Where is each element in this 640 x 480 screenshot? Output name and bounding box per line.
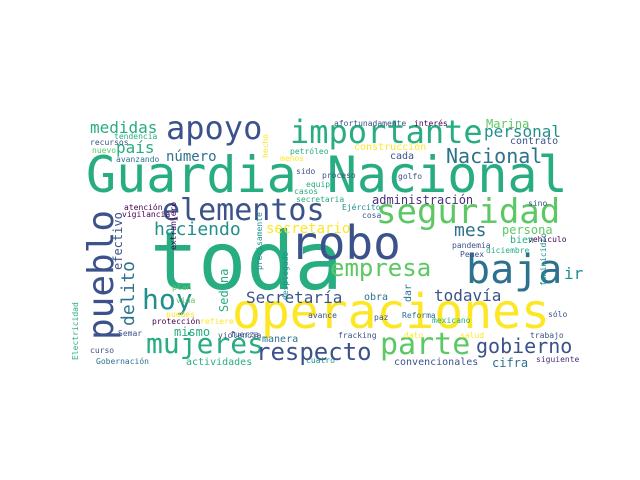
- word-interés: interés: [414, 119, 448, 128]
- word-hecho: hecho: [261, 133, 270, 158]
- word-respecto: respecto: [256, 338, 372, 366]
- word-refiere: refiere: [200, 317, 234, 326]
- word-obra: obra: [364, 292, 389, 303]
- word-sido: sido: [296, 167, 316, 176]
- word-siguiente: siguiente: [536, 355, 580, 364]
- word-equipo: equipo: [306, 180, 335, 189]
- word-sino: sino: [528, 199, 548, 208]
- word-sedena: Sedena: [217, 268, 231, 312]
- word-golfo: golfo: [398, 172, 423, 181]
- word-operaciones: operaciones: [232, 284, 550, 340]
- word-desplegado: desplegado: [281, 251, 290, 300]
- word-feminicidio: feminicidio: [539, 233, 548, 286]
- word-diciembre: diciembre: [486, 246, 530, 255]
- word-apoyo: apoyo: [166, 109, 263, 147]
- word-pandemia: pandemia: [452, 241, 491, 250]
- word-número: número: [166, 149, 217, 165]
- word-bien: bien: [510, 235, 535, 246]
- word-avance: avance: [308, 311, 337, 320]
- word-delito: delito: [118, 260, 139, 326]
- word-vehículo: vehículo: [528, 235, 567, 244]
- word-dato: dato: [404, 331, 424, 340]
- word-avanzando: avanzando: [116, 155, 160, 164]
- word-construcción: construcción: [354, 142, 427, 153]
- word-cifra: cifra: [492, 356, 529, 370]
- word-hoy: hoy: [142, 283, 193, 316]
- word-mujeres: mujeres: [146, 327, 265, 360]
- word-administración: administración: [372, 193, 474, 207]
- word-país: país: [116, 138, 155, 157]
- word-robo: robo: [290, 216, 401, 270]
- word-secretaria: secretaria: [296, 195, 345, 204]
- word-personal: personal: [484, 122, 562, 141]
- word-nuevo: nuevo: [92, 146, 117, 155]
- word-cosa: cosa: [362, 211, 382, 220]
- word-proceso: proceso: [322, 171, 356, 180]
- word-curso: curso: [90, 346, 115, 355]
- word-todavía: todavía: [434, 286, 502, 305]
- word-contrato: contrato: [510, 136, 559, 147]
- word-casos: casos: [294, 187, 319, 196]
- word-afortunadamente: afortunadamente: [334, 119, 407, 128]
- word-fuerza: fuerza: [230, 330, 259, 339]
- word-plan: plan: [172, 283, 192, 292]
- word-mexicano: mexicano: [432, 316, 471, 325]
- word-recursos: recursos: [90, 138, 129, 147]
- word-gobernación: Gobernación: [96, 357, 149, 366]
- word-vida: vida: [176, 296, 196, 305]
- word-manera: manera: [262, 334, 299, 345]
- word-ir: ir: [564, 264, 584, 283]
- word-efectivo: efectivo: [111, 212, 125, 270]
- word-atención: atención: [124, 203, 163, 212]
- word-trabajo: trabajo: [530, 331, 564, 340]
- word-protección: protección: [152, 317, 201, 326]
- word-ejército: Ejército: [342, 203, 381, 212]
- word-baja: baja: [466, 247, 563, 293]
- word-fracking: fracking: [338, 331, 377, 340]
- word-elementos: elementos: [162, 193, 325, 228]
- word-medidas: medidas: [90, 118, 158, 137]
- word-electricidad: Electricidad: [71, 302, 80, 360]
- word-paz: paz: [374, 313, 389, 322]
- word-haciendo: haciendo: [154, 219, 241, 240]
- word-actividades: actividades: [186, 357, 253, 368]
- word-salud: salud: [460, 331, 485, 340]
- word-seguridad: seguridad: [376, 192, 561, 232]
- word-importante: importante: [290, 113, 483, 151]
- word-petróleo: petróleo: [290, 147, 329, 156]
- word-empresa: empresa: [330, 254, 432, 282]
- word-sólo: sólo: [548, 310, 568, 319]
- word-violencia: violencia: [218, 331, 262, 340]
- word-puedes: puedes: [166, 310, 195, 319]
- word-menos: menos: [280, 154, 305, 163]
- word-cuatro: cuatro: [306, 356, 335, 365]
- word-tendencia: tendencia: [114, 132, 158, 141]
- word-mes: mes: [454, 220, 487, 241]
- word-semar: Semar: [118, 329, 143, 338]
- word-extranjero: extranjero: [169, 201, 178, 250]
- word-cada: cada: [390, 151, 415, 162]
- word-gobierno: gobierno: [476, 334, 573, 358]
- word-secretaría: Secretaría: [246, 288, 343, 307]
- word-vigilancia: vigilancia: [122, 210, 171, 219]
- word-toda: toda: [150, 215, 343, 308]
- word-convencionales: convencionales: [394, 357, 479, 368]
- word-persona: persona: [502, 223, 553, 237]
- word-parte: parte: [380, 327, 471, 362]
- word-secretario: secretario: [266, 221, 351, 237]
- word-marina: Marina: [486, 117, 530, 131]
- word-reforma: Reforma: [402, 311, 436, 320]
- word-precisamente: precisamente: [255, 212, 264, 270]
- word-nacional: Nacional: [446, 144, 543, 168]
- word-pemex: Pemex: [460, 250, 485, 259]
- word-guardia-nacional: Guardia Nacional: [86, 146, 568, 204]
- word-mismo: mismo: [174, 325, 211, 339]
- word-dar: dar: [403, 283, 414, 302]
